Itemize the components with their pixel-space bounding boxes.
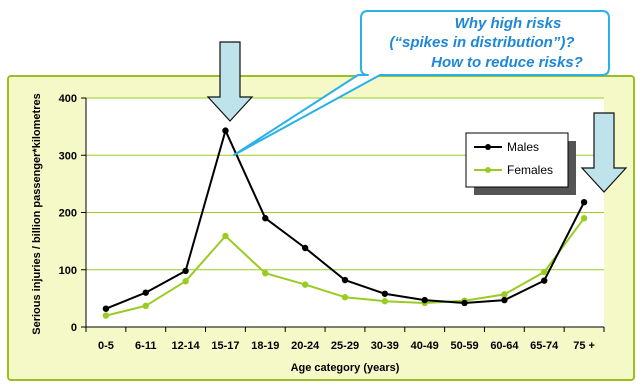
data-point-females bbox=[262, 269, 269, 277]
x-tick-label: 20-24 bbox=[291, 340, 320, 352]
data-point-males bbox=[501, 296, 508, 304]
legend-label-females: Females bbox=[507, 163, 553, 177]
data-point-females bbox=[541, 268, 548, 276]
x-tick-label: 60-64 bbox=[490, 340, 519, 352]
data-point-females bbox=[580, 215, 588, 222]
x-tick-label: 15-17 bbox=[211, 340, 239, 352]
x-tick-label: 30-39 bbox=[371, 340, 399, 352]
x-tick-label: 12-14 bbox=[172, 340, 201, 352]
data-point-males bbox=[461, 299, 468, 307]
data-point-males bbox=[580, 198, 588, 206]
y-axis-title: Serious injuries / billion passenger*kil… bbox=[31, 93, 43, 334]
data-point-males bbox=[301, 244, 309, 252]
x-tick-label: 25-29 bbox=[331, 340, 359, 352]
y-tick-label: 400 bbox=[59, 93, 77, 105]
data-point-males bbox=[142, 289, 149, 296]
data-point-females bbox=[102, 312, 110, 319]
x-axis-title: Age category (years) bbox=[291, 362, 400, 374]
y-tick-label: 0 bbox=[71, 322, 77, 334]
y-tick-label: 300 bbox=[59, 150, 77, 162]
callout-line-1: Why high risks bbox=[455, 15, 562, 32]
x-tick-label: 75 + bbox=[573, 340, 595, 352]
down-arrow-icon bbox=[206, 41, 254, 122]
x-tick-label: 65-74 bbox=[530, 340, 559, 352]
x-tick-label: 40-49 bbox=[411, 340, 439, 352]
legend-label-males: Males bbox=[507, 140, 539, 154]
x-tick-label: 18-19 bbox=[251, 340, 279, 352]
data-point-females bbox=[381, 298, 389, 305]
y-tick-label: 200 bbox=[59, 208, 77, 220]
callout-bubble bbox=[233, 10, 610, 156]
data-point-females bbox=[501, 291, 508, 298]
data-point-males bbox=[541, 277, 548, 284]
data-point-males bbox=[421, 296, 428, 304]
down-arrow-icon bbox=[580, 112, 628, 193]
data-point-males bbox=[341, 276, 349, 284]
data-point-females bbox=[142, 302, 149, 310]
legend: Males Females bbox=[465, 132, 576, 195]
callout-line-3: How to reduce risks? bbox=[431, 54, 583, 71]
callout-line-2: (“spikes in distribution”)? bbox=[389, 34, 574, 51]
x-tick-label: 0-5 bbox=[98, 340, 114, 352]
data-point-males bbox=[262, 215, 269, 222]
legend-box bbox=[465, 132, 569, 188]
legend-marker-males bbox=[485, 144, 491, 150]
data-point-males bbox=[102, 305, 110, 312]
legend-marker-females bbox=[485, 167, 491, 173]
y-tick-label: 100 bbox=[59, 265, 77, 277]
callout: Why high risks (“spikes in distribution”… bbox=[233, 10, 610, 156]
data-point-females bbox=[341, 294, 349, 301]
data-point-females bbox=[301, 281, 309, 288]
data-point-females bbox=[222, 232, 229, 240]
data-point-males bbox=[381, 290, 389, 297]
x-tick-label: 50-59 bbox=[450, 340, 478, 352]
x-tick-label: 6-11 bbox=[135, 340, 156, 352]
data-point-males bbox=[182, 267, 189, 275]
data-point-females bbox=[182, 278, 189, 285]
data-point-males bbox=[222, 127, 229, 134]
